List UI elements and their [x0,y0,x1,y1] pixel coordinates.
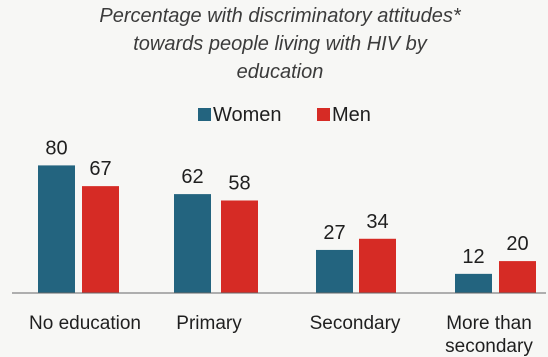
category-label-2-line-1: Primary [176,313,242,334]
chart-title-line-2: towards people living with HIV by [133,33,427,55]
bar-women-3 [316,249,353,293]
category-label-4-line-1: More than [446,313,532,334]
data-label-men-4: 20 [506,233,528,255]
chart-title-line-1: Percentage with discriminatory attitudes… [99,5,461,27]
legend-label-men: Men [332,104,371,126]
data-label-women-2: 62 [181,166,203,188]
legend-swatch-men [317,108,330,121]
plot-area: 80 62 27 12 67 58 34 20 No education Primary Secon… [29,137,536,357]
data-label-men-1: 67 [89,158,111,180]
bar-men-1 [82,186,119,293]
data-label-women-3: 27 [323,222,345,244]
chart-title: Percentage with discriminatory attitudes… [99,5,461,83]
bar-women-2 [174,194,211,293]
bar-men-4 [499,261,536,293]
data-label-women-1: 80 [45,137,67,159]
bar-women-4 [455,273,492,293]
bar-men-3 [359,238,396,293]
legend-label-women: Women [213,104,282,126]
data-label-men-3: 34 [366,211,388,233]
category-label-4-line-2: secondary [445,336,533,357]
data-label-women-4: 12 [462,246,484,268]
category-label-3-line-1: Secondary [310,313,401,334]
bar-men-2 [221,200,258,293]
legend: Women Men [198,104,371,126]
data-label-men-2: 58 [228,172,250,194]
chart-title-line-3: education [237,61,324,83]
bar-women-1 [38,165,75,293]
legend-swatch-women [198,108,211,121]
category-label-1-line-1: No education [29,313,141,334]
